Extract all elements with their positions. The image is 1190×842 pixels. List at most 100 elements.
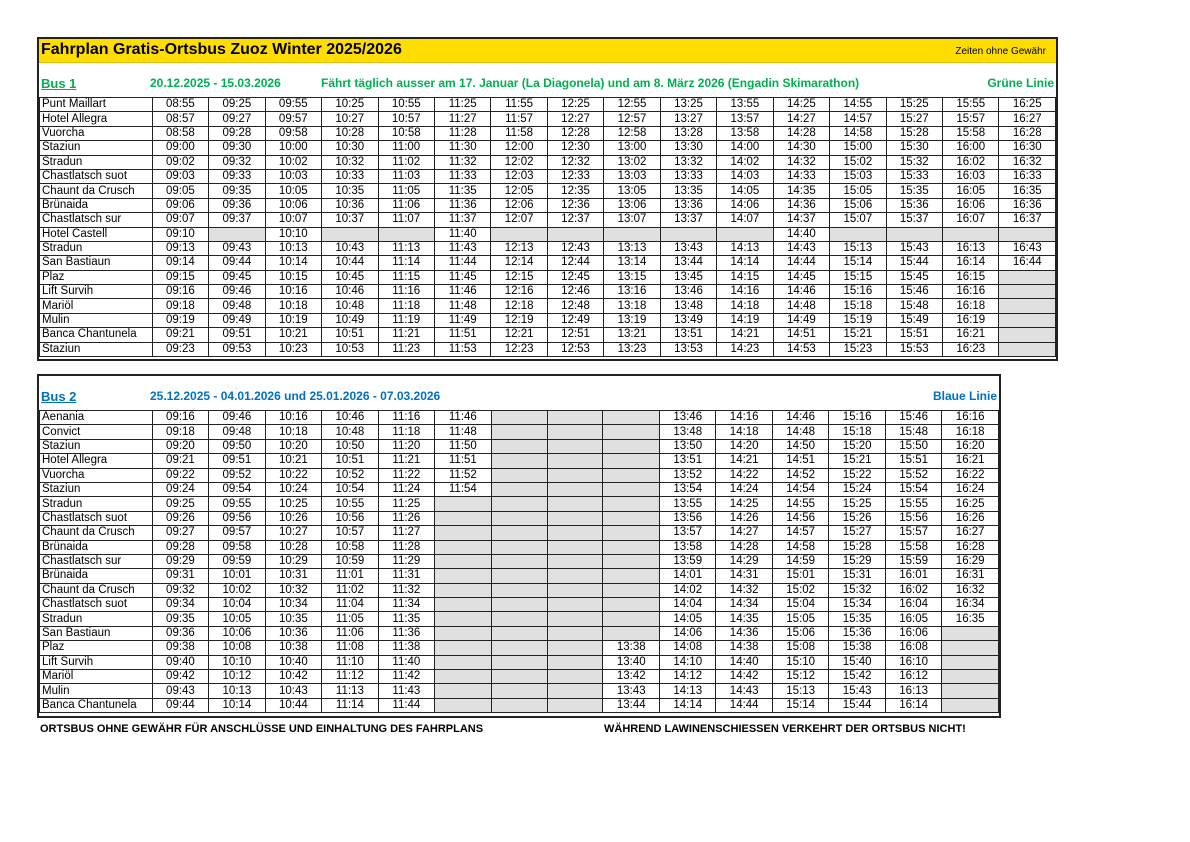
stop-name: Stradun <box>39 154 153 170</box>
table-row: Chastlatsch suot 09:26 09:56 10:26 10:56 11:2… <box>39 510 999 527</box>
departure-time: 09:54 <box>208 481 266 498</box>
departure-time: 10:52 <box>321 467 379 483</box>
departure-time: 10:19 <box>264 312 323 329</box>
departure-time: 14:48 <box>771 424 830 440</box>
departure-time: 10:29 <box>264 553 323 570</box>
departure-time: 09:55 <box>264 96 323 113</box>
departure-time: 09:03 <box>151 168 210 185</box>
no-service-cell <box>490 453 548 469</box>
departure-time: 09:55 <box>208 496 266 512</box>
departure-time: 15:51 <box>884 453 943 469</box>
departure-time: 15:26 <box>828 510 886 527</box>
departure-time: 12:16 <box>490 284 548 300</box>
departure-time: 15:25 <box>828 496 886 512</box>
departure-time: 14:51 <box>771 453 830 469</box>
departure-time: 14:35 <box>715 611 773 627</box>
stop-name: Chastlatsch suot <box>39 168 153 185</box>
departure-time: 12:46 <box>546 284 605 300</box>
departure-time: 12:43 <box>546 240 605 257</box>
departure-time: 09:28 <box>151 539 210 555</box>
no-service-cell <box>490 669 548 685</box>
departure-time: 08:55 <box>151 96 210 113</box>
departure-time: 11:42 <box>377 669 436 685</box>
departure-time: 10:18 <box>264 424 323 440</box>
departure-time: 15:21 <box>829 327 887 343</box>
no-service-cell <box>659 226 718 242</box>
departure-time: 12:53 <box>546 341 605 358</box>
departure-time: 13:51 <box>658 453 717 469</box>
departure-time: 10:32 <box>321 154 379 170</box>
departure-time: 15:50 <box>884 438 943 455</box>
departure-time: 10:35 <box>321 183 379 199</box>
departure-time: 14:58 <box>771 539 830 555</box>
departure-time: 11:01 <box>321 568 379 584</box>
departure-time: 14:22 <box>715 467 773 483</box>
stop-name: Plaz <box>39 269 153 286</box>
departure-time: 09:46 <box>208 409 266 426</box>
departure-time: 10:10 <box>208 654 266 671</box>
departure-time: 13:38 <box>602 640 660 656</box>
departure-time: 10:04 <box>208 597 266 613</box>
table-row: Mulin 09:43 10:13 10:43 11:13 11:43 13:43 14:13… <box>39 683 999 699</box>
departure-time: 16:05 <box>884 611 943 627</box>
departure-time: 12:13 <box>490 240 548 257</box>
departure-time: 11:21 <box>377 327 435 343</box>
page-title: Fahrplan Gratis-Ortsbus Zuoz Winter 2025… <box>41 41 402 58</box>
no-service-cell <box>998 312 1056 329</box>
departure-time: 14:35 <box>772 183 831 199</box>
departure-time: 09:07 <box>151 212 210 228</box>
departure-time: 13:37 <box>659 212 718 228</box>
no-service-cell <box>490 525 548 541</box>
departure-time: 09:38 <box>151 640 210 656</box>
departure-time: 16:28 <box>941 539 999 555</box>
departure-time: 16:14 <box>942 255 1000 271</box>
departure-time: 12:36 <box>546 197 605 214</box>
departure-time: 13:25 <box>659 96 718 113</box>
departure-time: 11:24 <box>377 481 436 498</box>
departure-time: 09:27 <box>208 111 266 127</box>
departure-time: 09:16 <box>151 284 210 300</box>
stop-name: Punt Maillart <box>39 96 153 113</box>
departure-time: 14:59 <box>771 553 830 570</box>
departure-time: 16:34 <box>941 597 999 613</box>
departure-time: 13:58 <box>716 125 774 142</box>
departure-time: 15:58 <box>942 125 1000 142</box>
departure-time: 13:27 <box>659 111 718 127</box>
table-row: Mariöl 09:42 10:12 10:42 11:12 11:42 13:42 14:1… <box>39 669 999 685</box>
table-row: Staziun 09:00 09:30 10:00 10:30 11:00 11:30 12:… <box>39 140 1056 156</box>
departure-time: 16:02 <box>884 582 943 599</box>
departure-time: 15:05 <box>829 183 887 199</box>
departure-time: 16:23 <box>942 341 1000 358</box>
departure-time: 15:08 <box>771 640 830 656</box>
departure-time: 16:29 <box>941 553 999 570</box>
departure-time: 15:43 <box>828 683 886 699</box>
departure-time: 14:45 <box>772 269 831 286</box>
departure-time: 10:30 <box>321 140 379 156</box>
table-row: Aenania 09:16 09:46 10:16 10:46 11:16 11:46 13:… <box>39 409 999 426</box>
no-service-cell <box>546 568 604 584</box>
no-service-cell <box>434 582 492 599</box>
departure-time: 14:24 <box>715 481 773 498</box>
departure-time: 15:56 <box>884 510 943 527</box>
departure-time: 09:25 <box>208 96 266 113</box>
stop-name: Chastlatsch suot <box>39 510 153 527</box>
departure-time: 10:27 <box>321 111 379 127</box>
departure-time: 12:49 <box>546 312 605 329</box>
departure-time: 13:54 <box>658 481 717 498</box>
departure-time: 14:53 <box>772 341 831 358</box>
departure-time: 10:51 <box>321 327 379 343</box>
departure-time: 15:20 <box>828 438 886 455</box>
departure-time: 09:18 <box>151 298 210 314</box>
departure-time: 09:20 <box>151 438 210 455</box>
departure-time: 13:51 <box>659 327 718 343</box>
no-service-cell <box>998 341 1056 358</box>
no-service-cell <box>602 453 660 469</box>
departure-time: 11:25 <box>377 496 436 512</box>
departure-time: 11:12 <box>321 669 379 685</box>
table-row: Staziun 09:24 09:54 10:24 10:54 11:24 11:54 13:… <box>39 481 999 498</box>
departure-time: 11:13 <box>377 240 435 257</box>
departure-time: 10:44 <box>321 255 379 271</box>
departure-time: 16:04 <box>884 597 943 613</box>
table-row: Punt Maillart 08:55 09:25 09:55 10:25 10:55 11… <box>39 96 1056 113</box>
departure-time: 10:40 <box>264 654 323 671</box>
